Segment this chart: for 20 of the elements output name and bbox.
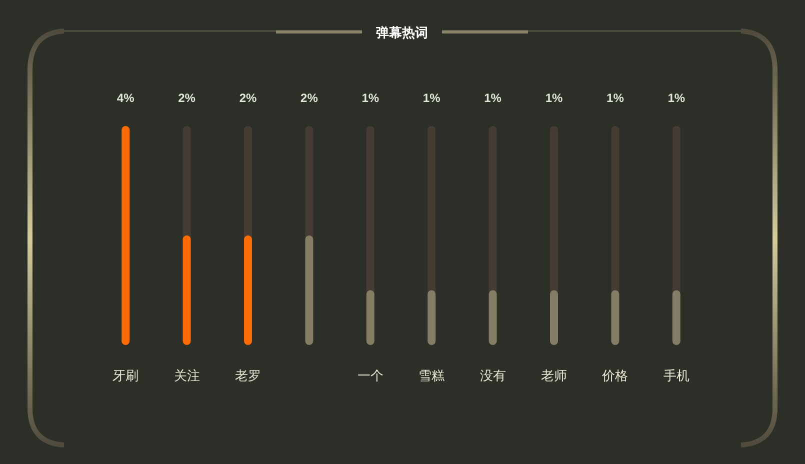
x-tick-label: 老罗 (235, 368, 261, 383)
x-tick-label: 老师 (541, 368, 567, 383)
data-label: 1% (362, 91, 380, 105)
title: 弹幕热词 (376, 25, 428, 40)
x-tick-label: 雪糕 (418, 368, 445, 383)
data-label: 2% (300, 91, 318, 105)
data-label: 1% (484, 91, 502, 105)
x-tick-label: 牙刷 (112, 368, 139, 383)
data-label: 2% (239, 91, 257, 105)
data-label: 1% (668, 91, 686, 105)
x-tick-label: 没有 (480, 368, 506, 383)
data-label: 1% (606, 91, 624, 105)
data-label: 1% (545, 91, 563, 105)
data-label: 2% (178, 91, 196, 105)
x-tick-label: 价格 (602, 368, 628, 383)
x-tick-label: 一个 (357, 368, 384, 383)
x-tick-label: 关注 (174, 368, 200, 383)
x-tick-label: 手机 (663, 368, 690, 383)
data-label: 1% (422, 91, 440, 105)
data-label: 4% (116, 91, 134, 105)
